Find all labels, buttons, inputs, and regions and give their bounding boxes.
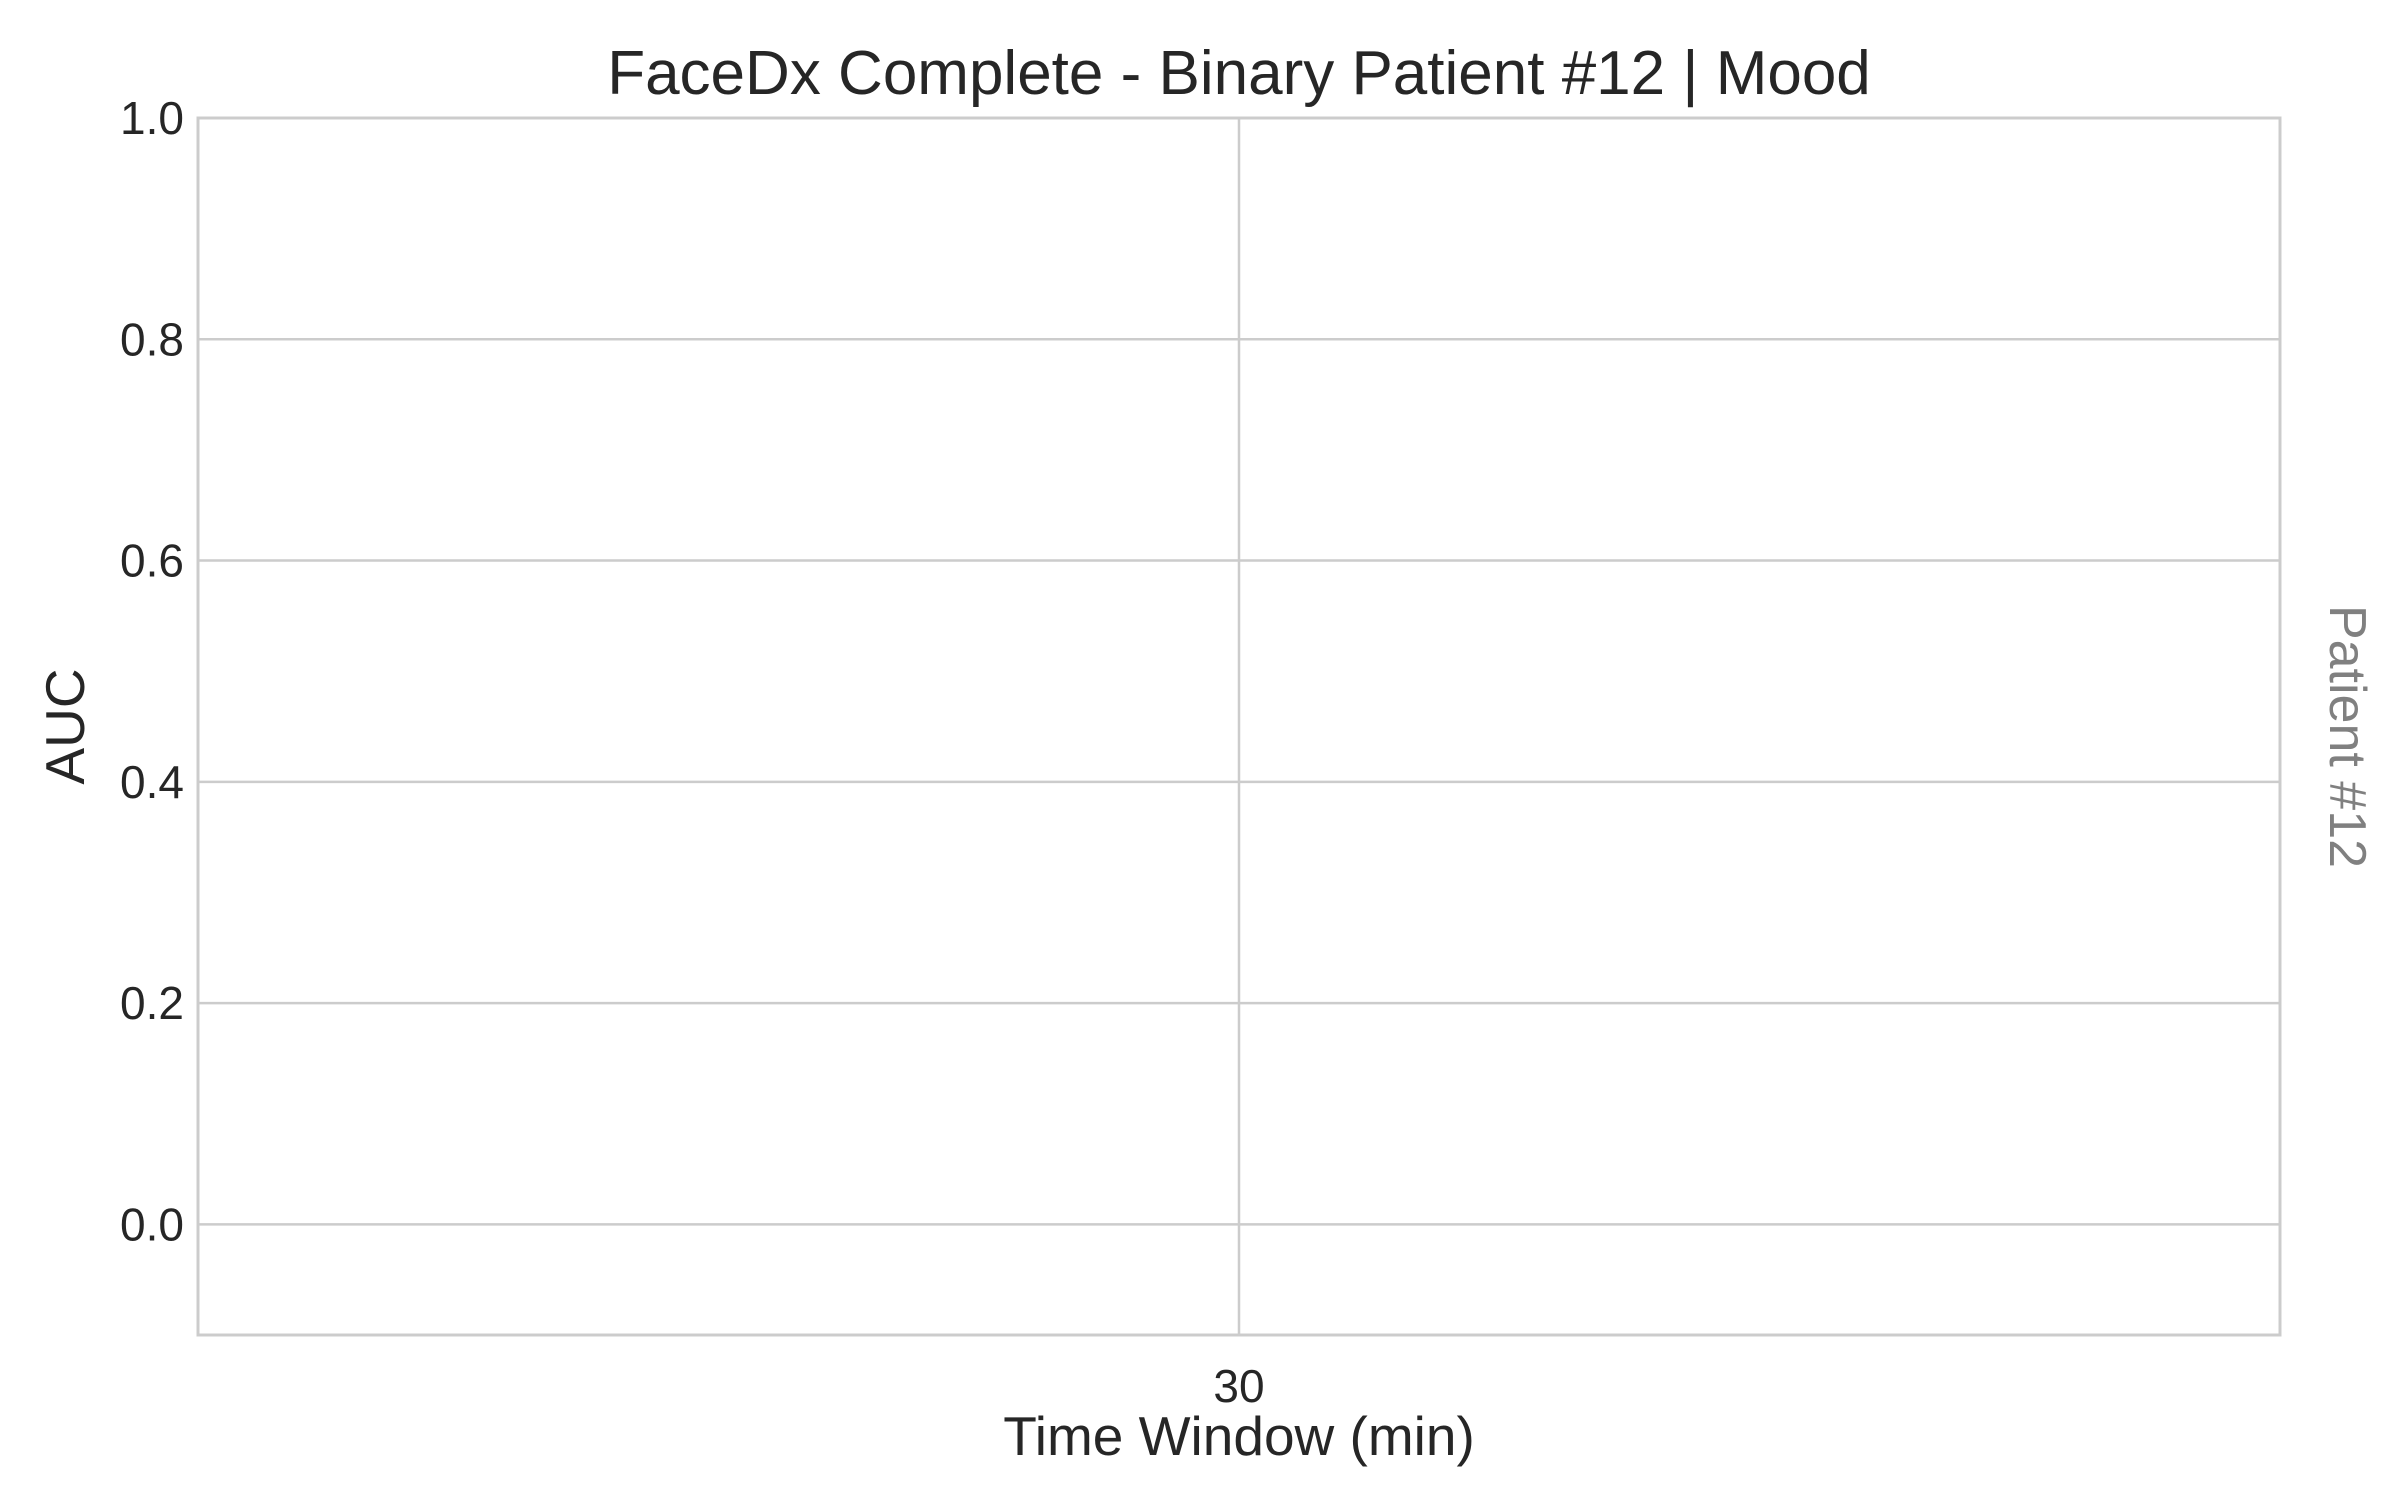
y-tick-label: 0.4 <box>120 756 184 808</box>
y-tick-label: 0.0 <box>120 1198 184 1250</box>
x-tick-label: 30 <box>1213 1360 1264 1412</box>
chart-title: FaceDx Complete - Binary Patient #12 | M… <box>607 39 1871 108</box>
x-axis-label: Time Window (min) <box>1003 1405 1475 1467</box>
y-axis-ticks: 0.0 0.2 0.4 0.6 0.8 1.0 <box>120 92 184 1250</box>
y-axis-label: AUC <box>34 668 96 784</box>
y-tick-label: 0.2 <box>120 977 184 1029</box>
y-tick-label: 1.0 <box>120 92 184 144</box>
y-tick-label: 0.8 <box>120 313 184 365</box>
plot-frame <box>196 116 2282 1337</box>
y-tick-label: 0.6 <box>120 535 184 587</box>
patient-side-label: Patient #12 <box>2318 605 2376 868</box>
x-axis-ticks: 30 <box>1213 1360 1264 1412</box>
